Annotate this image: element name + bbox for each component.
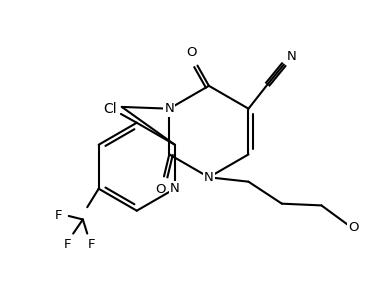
Text: F: F bbox=[54, 209, 62, 222]
Text: O: O bbox=[349, 221, 359, 234]
Text: Cl: Cl bbox=[104, 102, 117, 116]
Text: O: O bbox=[155, 183, 166, 196]
Text: F: F bbox=[63, 238, 71, 251]
Text: N: N bbox=[164, 102, 174, 115]
Text: N: N bbox=[204, 171, 214, 184]
Text: N: N bbox=[287, 50, 296, 63]
Text: O: O bbox=[186, 46, 196, 59]
Text: N: N bbox=[170, 182, 180, 195]
Text: F: F bbox=[88, 238, 95, 251]
